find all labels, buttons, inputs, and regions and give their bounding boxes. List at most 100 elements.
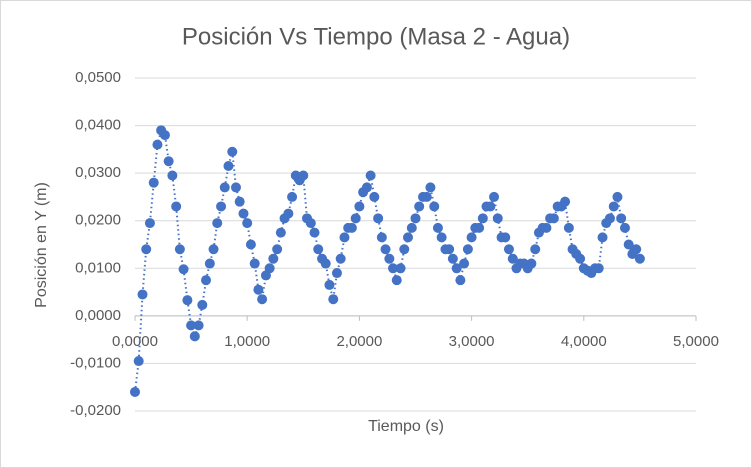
data-point	[530, 244, 541, 255]
data-point	[152, 139, 163, 150]
data-point	[133, 356, 144, 367]
data-point	[141, 244, 152, 255]
data-point	[148, 177, 159, 188]
data-point	[365, 170, 376, 181]
x-tick-label: 1,0000	[224, 333, 270, 350]
data-point	[238, 208, 249, 219]
y-tick-label: -0,0100	[70, 354, 121, 371]
data-point	[388, 263, 399, 274]
data-point	[474, 222, 485, 233]
data-point	[455, 275, 466, 286]
data-point	[402, 232, 413, 243]
data-point	[604, 213, 615, 224]
data-point	[391, 275, 402, 286]
data-point	[425, 182, 436, 193]
data-point	[130, 386, 140, 397]
data-point	[242, 218, 253, 229]
data-point	[186, 320, 197, 331]
y-tick-label: -0,0200	[70, 402, 121, 419]
data-point	[354, 201, 365, 212]
data-point	[485, 201, 496, 212]
x-tick-label: 5,0000	[673, 333, 719, 350]
data-point	[219, 182, 230, 193]
data-point	[369, 191, 380, 202]
data-point	[560, 196, 571, 207]
data-point	[619, 222, 630, 233]
y-tick-label: 0,0400	[75, 117, 121, 134]
data-point	[171, 201, 182, 212]
data-point	[320, 258, 331, 269]
data-point	[376, 232, 387, 243]
data-point	[548, 213, 559, 224]
data-point	[414, 201, 425, 212]
y-tick-label: 0,0000	[75, 307, 121, 324]
y-tick-label: 0,0500	[75, 69, 121, 86]
data-point	[447, 253, 458, 264]
data-point	[541, 222, 552, 233]
y-tick-label: 0,0100	[75, 259, 121, 276]
data-point	[492, 213, 503, 224]
x-tick-label: 4,0000	[561, 333, 607, 350]
x-tick-label: 3,0000	[449, 333, 495, 350]
data-point	[462, 244, 473, 255]
data-point	[432, 222, 443, 233]
data-point	[634, 253, 645, 264]
data-point	[305, 218, 316, 229]
data-point	[436, 232, 447, 243]
data-point	[384, 253, 395, 264]
data-point	[216, 201, 227, 212]
data-point	[616, 213, 627, 224]
data-point	[380, 244, 391, 255]
y-axis-title: Posición en Y (m)	[33, 182, 50, 308]
data-point	[178, 264, 189, 275]
data-point	[406, 222, 417, 233]
trend-line	[134, 128, 641, 393]
data-point	[257, 294, 268, 305]
data-point	[272, 244, 283, 255]
data-point	[201, 275, 212, 286]
data-point	[275, 227, 286, 238]
data-point	[608, 201, 619, 212]
data-point	[346, 222, 357, 233]
data-point	[193, 320, 204, 331]
chart-title: Posición Vs Tiempo (Masa 2 - Agua)	[182, 23, 570, 50]
y-tick-label: 0,0200	[75, 212, 121, 229]
data-point	[350, 213, 361, 224]
data-point	[489, 191, 500, 202]
data-point	[399, 244, 410, 255]
data-point	[373, 213, 384, 224]
data-point	[249, 258, 260, 269]
data-point	[253, 284, 264, 295]
data-point	[324, 279, 335, 290]
data-point	[593, 263, 604, 274]
data-point	[335, 253, 346, 264]
data-point	[245, 239, 256, 250]
data-point	[623, 239, 634, 250]
data-point	[507, 253, 518, 264]
data-point	[477, 213, 488, 224]
x-axis-title: Tiempo (s)	[368, 418, 444, 435]
data-point	[313, 244, 324, 255]
data-point	[309, 227, 320, 238]
data-point	[466, 232, 477, 243]
data-point	[328, 294, 339, 305]
y-tick-label: 0,0300	[75, 164, 121, 181]
data-point	[283, 208, 294, 219]
data-point	[212, 218, 223, 229]
data-point	[227, 146, 238, 157]
data-point	[234, 196, 245, 207]
data-point	[264, 263, 275, 274]
data-point	[421, 191, 432, 202]
data-point	[339, 232, 350, 243]
data-point	[137, 289, 148, 300]
data-point	[597, 232, 608, 243]
data-point	[500, 232, 511, 243]
data-point	[167, 170, 178, 181]
data-point	[503, 244, 514, 255]
data-point	[163, 156, 174, 167]
data-point	[287, 191, 298, 202]
data-point	[204, 258, 215, 269]
data-point	[268, 253, 279, 264]
data-point	[331, 268, 342, 279]
data-point	[429, 201, 440, 212]
